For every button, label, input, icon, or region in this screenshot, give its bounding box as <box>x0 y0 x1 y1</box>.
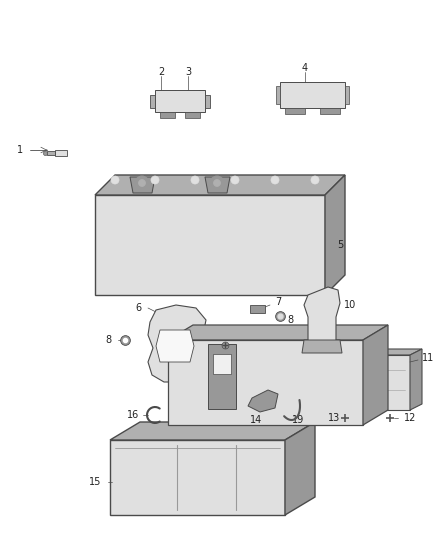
Polygon shape <box>280 82 345 108</box>
Text: 11: 11 <box>422 353 434 363</box>
Text: 15: 15 <box>89 477 101 487</box>
Polygon shape <box>150 95 155 108</box>
Polygon shape <box>304 287 340 347</box>
Circle shape <box>138 180 145 187</box>
Text: 14: 14 <box>250 415 262 425</box>
Circle shape <box>210 176 224 190</box>
Circle shape <box>311 176 319 184</box>
Polygon shape <box>285 422 315 515</box>
Text: 8: 8 <box>105 335 111 345</box>
Polygon shape <box>250 305 265 313</box>
Text: 12: 12 <box>404 413 416 423</box>
Polygon shape <box>110 422 315 440</box>
Polygon shape <box>110 440 285 515</box>
Text: 16: 16 <box>127 410 139 420</box>
Polygon shape <box>248 390 278 412</box>
Polygon shape <box>168 340 363 425</box>
Text: 19: 19 <box>292 415 304 425</box>
Polygon shape <box>345 86 349 104</box>
Text: 1: 1 <box>17 145 23 155</box>
Polygon shape <box>285 108 305 114</box>
Polygon shape <box>363 325 388 425</box>
Text: 2: 2 <box>158 67 164 77</box>
Polygon shape <box>47 151 55 155</box>
Polygon shape <box>205 95 210 108</box>
Text: 9: 9 <box>233 327 239 337</box>
Polygon shape <box>276 86 280 104</box>
Circle shape <box>151 176 159 184</box>
Polygon shape <box>95 175 345 195</box>
Polygon shape <box>55 150 67 156</box>
Circle shape <box>135 176 149 190</box>
Polygon shape <box>208 344 236 409</box>
Circle shape <box>271 176 279 184</box>
Text: 8: 8 <box>287 315 293 325</box>
Polygon shape <box>156 330 194 362</box>
Text: 4: 4 <box>302 63 308 73</box>
Polygon shape <box>320 108 340 114</box>
Polygon shape <box>410 349 422 410</box>
Text: 6: 6 <box>135 303 141 313</box>
Polygon shape <box>168 325 388 340</box>
Polygon shape <box>302 340 342 353</box>
Polygon shape <box>148 305 206 382</box>
Polygon shape <box>213 354 231 374</box>
Polygon shape <box>310 349 422 355</box>
Polygon shape <box>325 175 345 295</box>
Polygon shape <box>310 355 410 410</box>
Polygon shape <box>155 90 205 112</box>
Polygon shape <box>130 177 155 193</box>
Circle shape <box>111 176 119 184</box>
Polygon shape <box>185 112 200 118</box>
Polygon shape <box>205 177 230 193</box>
Circle shape <box>213 180 220 187</box>
Text: 5: 5 <box>337 240 343 250</box>
Polygon shape <box>95 195 325 295</box>
Text: 13: 13 <box>328 413 340 423</box>
Circle shape <box>231 176 239 184</box>
Text: 10: 10 <box>344 300 356 310</box>
Circle shape <box>191 176 199 184</box>
Polygon shape <box>160 112 175 118</box>
Text: 3: 3 <box>185 67 191 77</box>
Text: 7: 7 <box>275 297 281 307</box>
Polygon shape <box>113 443 282 512</box>
